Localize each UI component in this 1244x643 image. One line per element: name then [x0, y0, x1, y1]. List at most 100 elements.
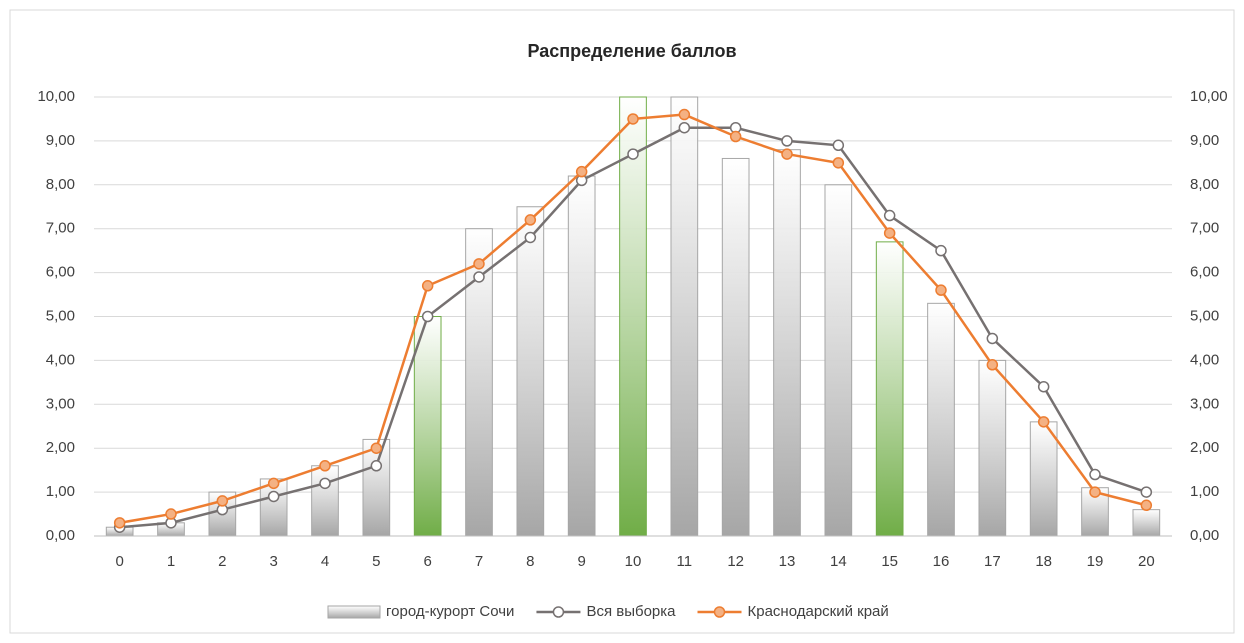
marker	[1140, 499, 1153, 512]
y-tick-label: 0,00	[46, 527, 75, 544]
marker	[678, 121, 691, 134]
legend-marker	[552, 606, 565, 618]
bar	[465, 228, 493, 537]
x-tick-label: 19	[1087, 553, 1104, 570]
marker	[986, 332, 999, 345]
x-tick-label: 10	[625, 553, 642, 570]
y-tick-label: 5,00	[46, 307, 75, 324]
y2-tick-label: 6,00	[1190, 264, 1219, 281]
marker	[781, 148, 793, 160]
marker	[1037, 380, 1050, 393]
y2-tick-label: 4,00	[1190, 351, 1219, 368]
bar	[619, 96, 647, 537]
marker	[216, 495, 229, 507]
y2-tick-label: 1,00	[1190, 483, 1219, 500]
marker	[935, 284, 947, 296]
bar	[927, 302, 955, 537]
y-tick-label: 2,00	[46, 439, 75, 456]
marker	[883, 209, 896, 222]
marker	[267, 490, 280, 503]
y-tick-label: 9,00	[46, 132, 75, 149]
marker	[370, 460, 383, 472]
marker	[421, 280, 434, 292]
x-tick-label: 17	[984, 553, 1001, 570]
marker	[832, 139, 845, 152]
y2-tick-label: 10,00	[1190, 88, 1228, 105]
x-tick-label: 2	[218, 553, 226, 570]
marker	[781, 135, 793, 147]
legend-swatch	[327, 605, 381, 619]
y-tick-label: 3,00	[46, 395, 75, 412]
marker	[832, 157, 845, 169]
marker	[729, 130, 742, 143]
chart-title: Распределение баллов	[527, 41, 736, 61]
marker	[627, 113, 639, 125]
x-tick-label: 20	[1138, 553, 1155, 570]
marker	[935, 244, 947, 257]
marker	[1037, 416, 1050, 428]
y-tick-label: 4,00	[46, 351, 75, 368]
bar	[670, 96, 699, 537]
y2-tick-label: 2,00	[1190, 439, 1219, 456]
bar	[1081, 487, 1109, 537]
y-tick-label: 7,00	[46, 220, 75, 237]
marker	[473, 258, 485, 270]
y2-tick-label: 5,00	[1190, 307, 1219, 324]
legend-label: Краснодарский край	[748, 603, 889, 620]
x-tick-label: 15	[881, 553, 898, 570]
bar	[1029, 421, 1058, 537]
y-tick-label: 6,00	[46, 264, 75, 281]
y2-tick-label: 7,00	[1190, 220, 1219, 237]
x-tick-label: 18	[1035, 553, 1052, 570]
y2-tick-label: 9,00	[1190, 132, 1219, 149]
bar	[773, 149, 801, 537]
bar	[721, 157, 750, 537]
marker	[421, 310, 434, 323]
x-tick-label: 1	[167, 553, 175, 570]
y2-tick-label: 0,00	[1190, 527, 1219, 544]
legend-marker	[713, 606, 726, 618]
bar	[311, 465, 339, 537]
marker	[1089, 468, 1101, 481]
marker	[319, 477, 331, 490]
marker	[986, 359, 999, 371]
marker	[1140, 486, 1153, 498]
x-tick-label: 5	[372, 553, 380, 570]
marker	[883, 227, 896, 239]
marker	[524, 231, 537, 244]
x-tick-label: 11	[677, 553, 693, 570]
marker	[370, 442, 383, 454]
x-tick-label: 13	[779, 553, 796, 570]
bar	[516, 206, 545, 537]
marker	[473, 271, 485, 283]
bar	[413, 316, 442, 537]
x-tick-label: 8	[526, 553, 534, 570]
y-tick-label: 8,00	[46, 176, 75, 193]
marker	[1089, 486, 1101, 498]
marker	[267, 477, 280, 490]
bar	[978, 359, 1007, 537]
marker	[113, 517, 126, 529]
bar	[362, 438, 391, 537]
x-tick-label: 9	[577, 553, 585, 570]
y-tick-label: 10,00	[37, 88, 75, 105]
marker	[319, 460, 331, 472]
legend-label: город-курорт Сочи	[386, 603, 514, 620]
x-tick-label: 6	[423, 553, 431, 570]
x-tick-label: 14	[830, 553, 847, 570]
x-tick-label: 16	[933, 553, 950, 570]
marker	[627, 148, 639, 160]
bar	[824, 184, 853, 537]
bar	[567, 175, 596, 537]
x-tick-label: 7	[475, 553, 483, 570]
y2-tick-label: 3,00	[1190, 395, 1219, 412]
marker	[575, 165, 588, 178]
marker	[678, 108, 691, 121]
marker	[524, 214, 537, 226]
bar	[875, 241, 904, 537]
x-tick-label: 4	[321, 553, 329, 570]
x-tick-label: 0	[115, 553, 123, 570]
legend-label: Вся выборка	[586, 603, 676, 620]
marker	[165, 508, 177, 520]
